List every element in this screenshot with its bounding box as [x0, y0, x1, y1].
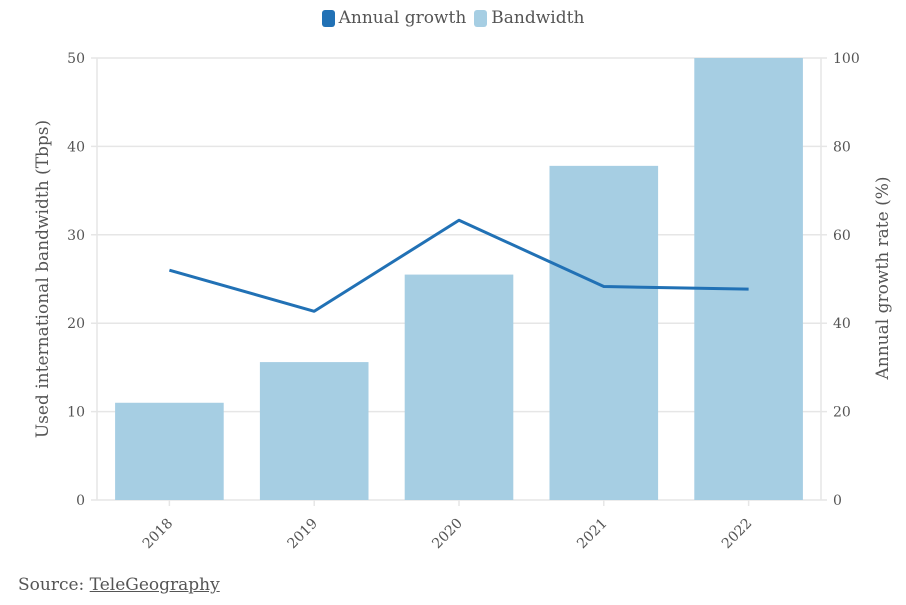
y2-axis-title: Annual growth rate (%): [873, 176, 893, 380]
y-tick-label: 20: [67, 316, 85, 332]
x-tick-label: 2019: [285, 516, 322, 553]
bar-2021: [549, 165, 659, 500]
x-tick-label: 2022: [719, 516, 756, 553]
bar-2022: [694, 58, 803, 500]
y2-tick-label: 100: [833, 51, 860, 67]
y2-tick-label: 20: [833, 405, 851, 421]
y2-tick-label: 40: [833, 316, 851, 332]
source-note: Source: TeleGeography: [18, 575, 220, 595]
legend-label-bandwidth: Bandwidth: [491, 8, 585, 28]
legend-swatch-line: [321, 9, 335, 27]
x-tick-label: 2021: [574, 516, 611, 553]
bar-2020: [404, 274, 514, 500]
legend-item-annual-growth[interactable]: Annual growth: [321, 8, 467, 28]
y-tick-label: 0: [76, 493, 85, 509]
source-prefix: Source:: [18, 575, 90, 595]
y-axis-title: Used international bandwidth (Tbps): [33, 120, 53, 438]
y2-tick-label: 80: [833, 139, 851, 155]
legend-item-bandwidth[interactable]: Bandwidth: [474, 8, 584, 28]
y2-tick-label: 0: [833, 493, 842, 509]
y-tick-label: 40: [67, 139, 85, 155]
x-tick-label: 2018: [140, 516, 177, 553]
y-tick-label: 30: [67, 228, 85, 244]
y-tick-label: 10: [67, 405, 85, 421]
bar-2019: [259, 362, 369, 500]
legend-swatch-bar: [474, 9, 488, 27]
x-tick-label: 2020: [429, 516, 466, 553]
legend: Annual growth Bandwidth: [0, 8, 906, 28]
y-tick-label: 50: [67, 51, 85, 67]
y2-tick-label: 60: [833, 228, 851, 244]
bar-2018: [115, 402, 224, 500]
legend-label-annual-growth: Annual growth: [338, 8, 467, 28]
source-link[interactable]: TeleGeography: [89, 575, 220, 595]
